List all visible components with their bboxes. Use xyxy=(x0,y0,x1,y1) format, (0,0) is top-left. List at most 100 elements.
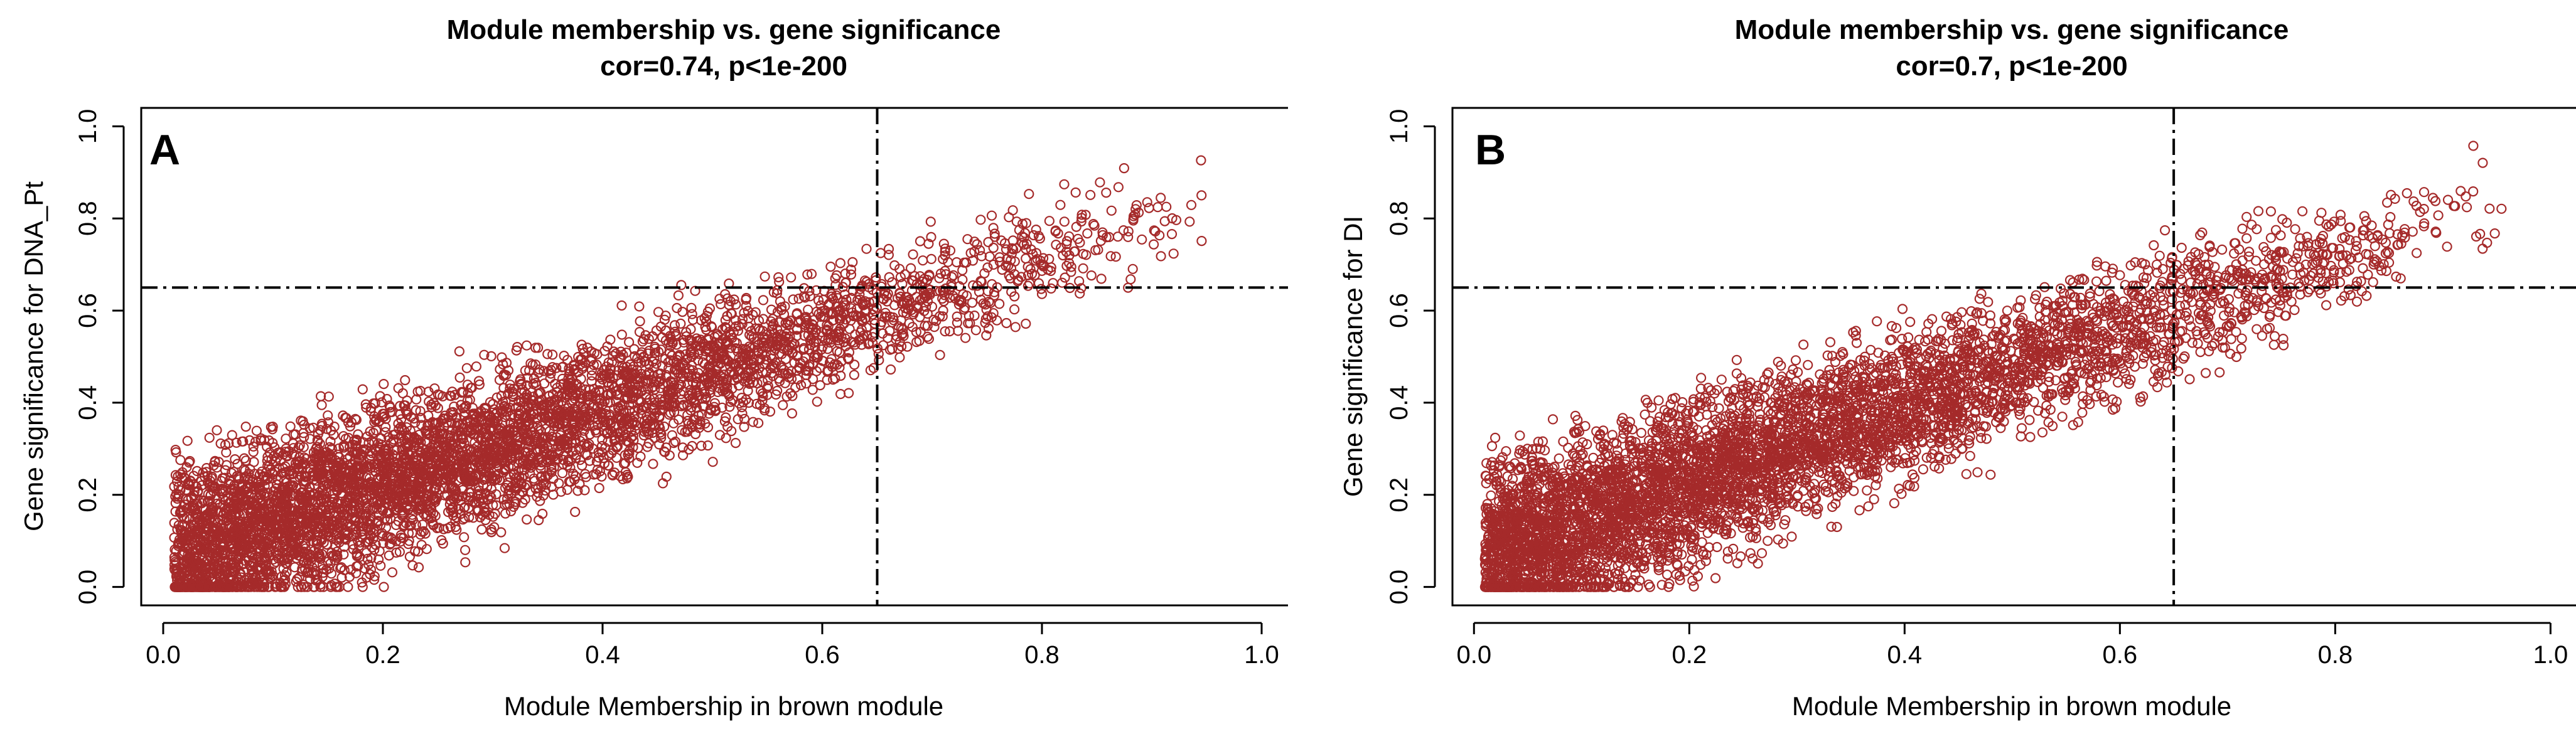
data-point xyxy=(367,504,378,515)
data-point xyxy=(316,391,326,401)
data-point xyxy=(748,371,758,381)
data-point xyxy=(1171,215,1182,225)
data-point xyxy=(416,540,427,550)
data-point xyxy=(532,447,543,457)
data-point xyxy=(427,516,437,527)
data-point xyxy=(737,314,748,324)
data-point xyxy=(257,582,268,592)
data-point xyxy=(293,442,304,453)
data-point xyxy=(1073,233,1083,244)
data-point xyxy=(739,413,750,424)
data-point xyxy=(807,385,818,395)
data-point xyxy=(902,341,913,352)
data-point xyxy=(557,468,568,479)
data-point xyxy=(675,318,686,329)
data-point xyxy=(617,369,628,380)
data-point xyxy=(845,303,857,314)
data-point xyxy=(766,368,777,378)
data-point xyxy=(461,400,471,412)
data-point xyxy=(382,393,392,405)
data-point xyxy=(773,272,784,283)
data-point xyxy=(811,285,822,295)
data-point xyxy=(1021,318,1031,329)
data-point xyxy=(317,467,328,478)
data-point xyxy=(360,537,371,548)
data-point xyxy=(172,476,183,487)
data-point xyxy=(365,525,376,536)
data-point xyxy=(545,373,555,384)
data-point xyxy=(379,469,390,479)
data-point xyxy=(427,417,438,428)
data-point xyxy=(656,432,667,444)
data-point xyxy=(273,497,284,508)
data-point xyxy=(365,445,375,457)
data-point xyxy=(422,510,433,521)
data-point xyxy=(685,405,696,416)
data-point xyxy=(212,425,222,435)
data-point xyxy=(400,375,411,386)
data-point xyxy=(240,421,251,432)
data-point xyxy=(793,294,804,304)
data-point xyxy=(233,554,244,565)
data-point xyxy=(218,500,228,511)
data-point xyxy=(766,324,778,335)
data-point xyxy=(458,459,468,470)
data-point xyxy=(240,455,251,466)
data-point xyxy=(768,314,778,324)
data-point xyxy=(1156,251,1166,262)
data-point xyxy=(988,223,999,233)
data-point xyxy=(765,337,776,348)
data-point xyxy=(1022,280,1034,291)
data-point xyxy=(281,488,291,499)
data-point xyxy=(980,299,991,310)
data-point xyxy=(625,381,635,391)
data-point xyxy=(467,402,478,413)
data-point xyxy=(957,274,968,285)
data-point xyxy=(361,402,372,413)
data-point xyxy=(687,314,699,325)
data-point xyxy=(629,411,640,422)
data-point xyxy=(618,405,629,415)
data-point xyxy=(371,414,382,425)
data-point xyxy=(628,361,639,372)
data-point xyxy=(312,536,323,546)
data-point xyxy=(636,396,647,408)
data-point xyxy=(894,288,905,299)
data-point xyxy=(711,371,721,382)
data-point xyxy=(338,519,348,529)
data-point xyxy=(224,475,235,486)
data-point xyxy=(687,440,697,452)
data-point xyxy=(358,526,368,536)
data-point xyxy=(1007,243,1017,253)
data-point xyxy=(884,326,895,336)
data-point xyxy=(394,494,405,506)
data-point xyxy=(655,427,665,438)
data-point xyxy=(357,577,367,588)
data-point xyxy=(994,252,1005,263)
scatter-panel-a: Module membership vs. gene significance … xyxy=(19,14,1288,721)
data-point xyxy=(1090,245,1101,255)
data-point xyxy=(185,455,195,467)
data-point xyxy=(444,439,455,449)
data-point xyxy=(1058,250,1068,261)
data-point xyxy=(321,423,332,434)
data-point xyxy=(958,304,969,315)
data-point xyxy=(1044,216,1055,226)
data-point xyxy=(827,374,839,385)
data-point xyxy=(815,380,825,391)
data-point xyxy=(209,481,220,492)
data-point xyxy=(397,388,408,399)
data-point xyxy=(940,247,950,257)
data-point xyxy=(1074,276,1085,287)
data-point xyxy=(212,462,222,473)
data-point xyxy=(1118,225,1129,236)
data-point xyxy=(375,560,386,571)
data-point xyxy=(294,466,304,477)
data-point xyxy=(862,330,872,341)
data-point xyxy=(193,514,204,526)
data-point xyxy=(285,421,296,432)
data-point xyxy=(878,340,889,351)
data-point xyxy=(481,474,492,484)
data-point xyxy=(884,344,896,355)
data-point xyxy=(915,236,926,247)
